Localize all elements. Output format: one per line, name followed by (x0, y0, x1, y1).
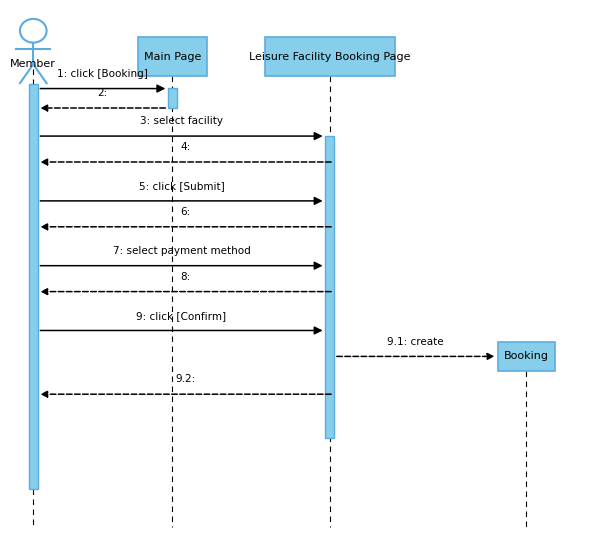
Bar (325, 136, 334, 438)
Text: 9.1: create: 9.1: create (387, 336, 444, 347)
Text: Leisure Facility Booking Page: Leisure Facility Booking Page (249, 52, 410, 62)
Text: 5: click [Submit]: 5: click [Submit] (139, 181, 224, 191)
Text: 2:: 2: (98, 88, 108, 98)
Text: Booking: Booking (504, 352, 549, 361)
Text: 7: select payment method: 7: select payment method (113, 246, 250, 256)
Text: 9: click [Confirm]: 9: click [Confirm] (137, 310, 226, 321)
Bar (265, 37, 395, 76)
Text: 3: select facility: 3: select facility (140, 116, 223, 126)
Text: 6:: 6: (181, 207, 191, 217)
Text: 8:: 8: (181, 272, 191, 282)
Bar (497, 342, 555, 372)
Bar (168, 88, 177, 108)
Text: 4:: 4: (181, 142, 191, 152)
Bar (29, 84, 38, 489)
Text: 1: click [Booking]: 1: click [Booking] (57, 69, 148, 79)
Bar (137, 37, 207, 76)
Text: Main Page: Main Page (144, 52, 201, 62)
Text: 9.2:: 9.2: (175, 374, 196, 384)
Text: Member: Member (10, 59, 56, 70)
